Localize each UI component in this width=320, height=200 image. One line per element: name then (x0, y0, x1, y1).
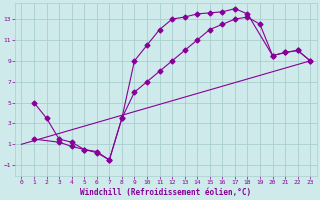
X-axis label: Windchill (Refroidissement éolien,°C): Windchill (Refroidissement éolien,°C) (80, 188, 252, 197)
